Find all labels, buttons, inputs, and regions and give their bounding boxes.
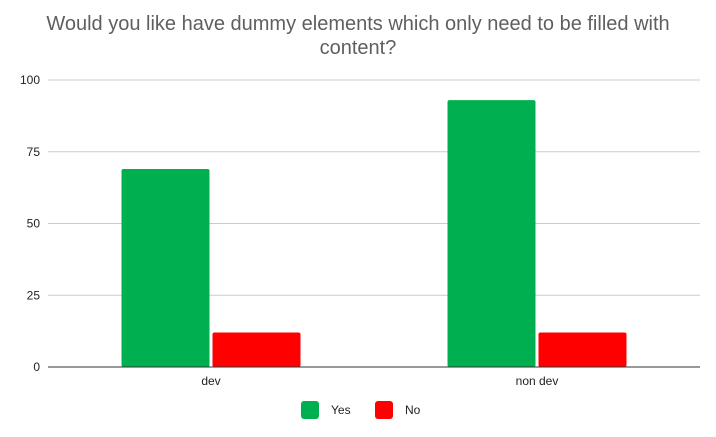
bars (121, 100, 627, 367)
legend-swatch-yes (301, 401, 319, 419)
bar-no-non-dev (538, 332, 627, 367)
legend-swatch-no (375, 401, 393, 419)
bar-yes-dev (121, 168, 210, 367)
y-axis: 0 25 50 75 100 (20, 73, 40, 374)
chart-title-line-1: Would you like have dummy elements which… (46, 13, 669, 35)
y-tick-label: 0 (33, 360, 40, 374)
chart-title: Would you like have dummy elements which… (46, 13, 669, 59)
bar-no-dev (212, 332, 301, 367)
y-tick-label: 50 (27, 217, 41, 231)
legend-label-yes: Yes (331, 403, 351, 417)
bar-yes-non-dev (447, 100, 536, 367)
x-tick-label: dev (201, 374, 220, 388)
chart-title-line-2: content? (320, 37, 397, 59)
y-tick-label: 100 (20, 73, 40, 87)
x-axis: dev non dev (201, 374, 558, 388)
x-tick-label: non dev (516, 374, 559, 388)
y-tick-label: 75 (27, 145, 41, 159)
legend-label-no: No (405, 403, 421, 417)
legend: Yes No (301, 401, 421, 419)
y-tick-label: 25 (27, 288, 41, 302)
